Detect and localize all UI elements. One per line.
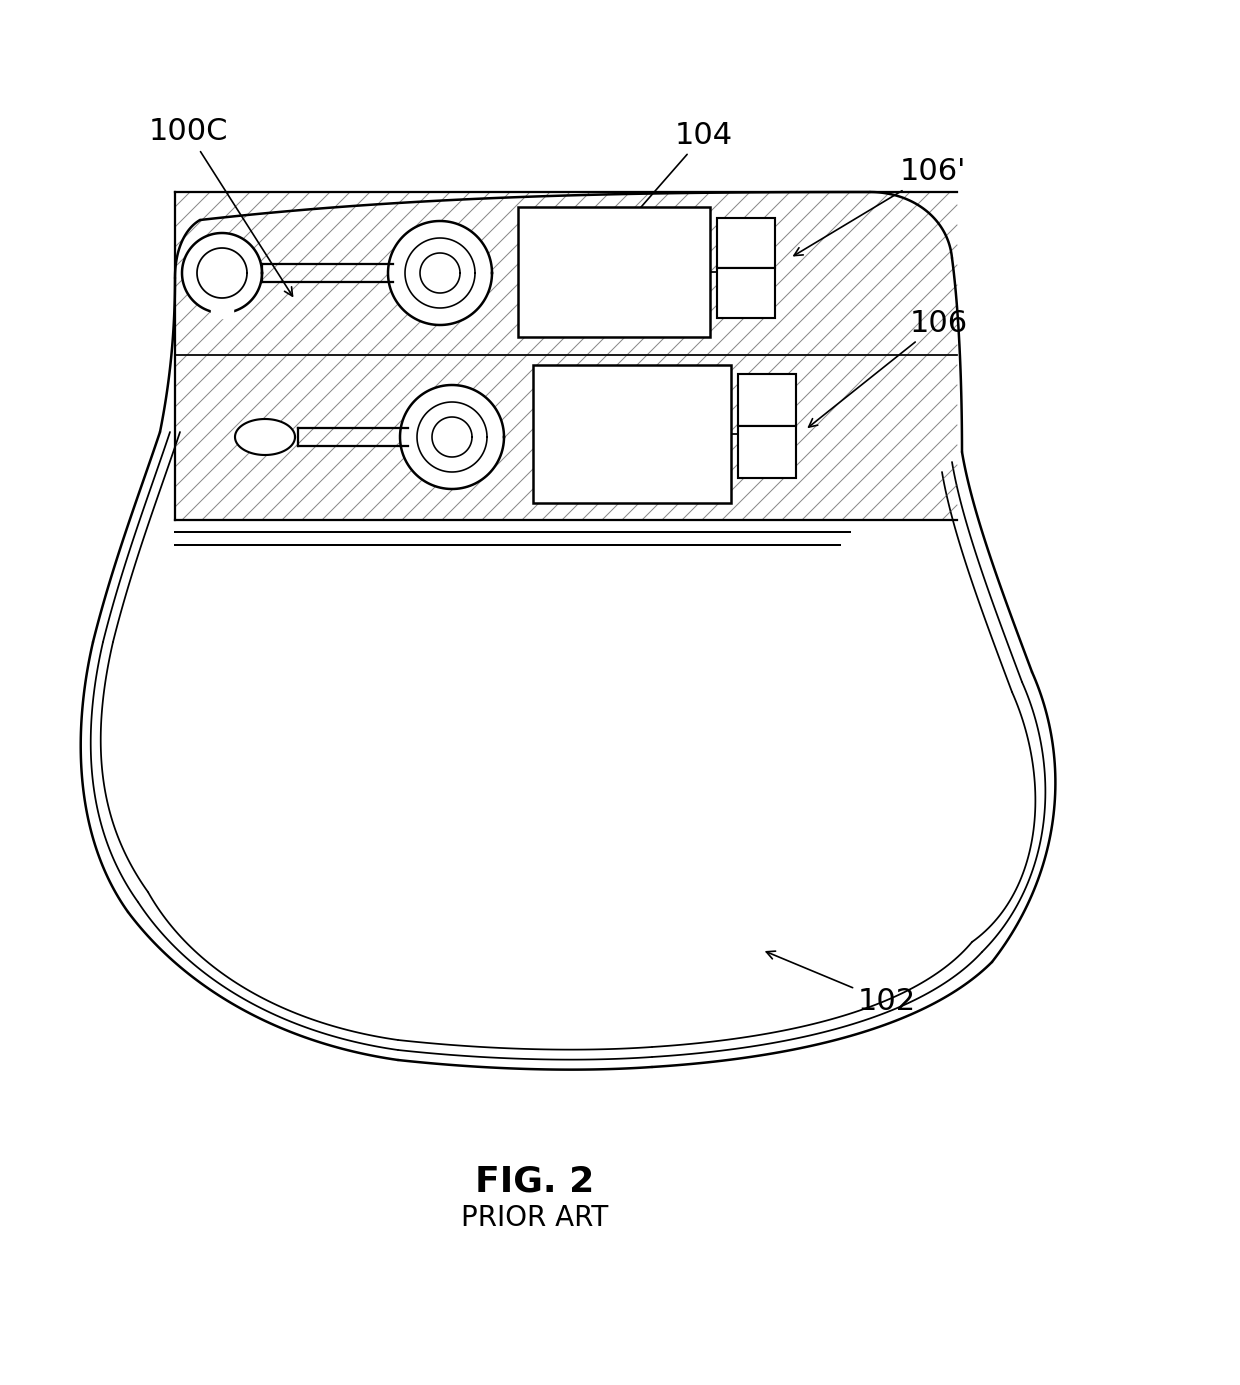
Polygon shape — [432, 417, 472, 457]
Polygon shape — [420, 253, 460, 294]
Text: 104: 104 — [618, 120, 733, 234]
Text: 106': 106' — [794, 158, 966, 256]
Polygon shape — [197, 248, 247, 298]
Polygon shape — [417, 402, 487, 472]
Polygon shape — [401, 385, 503, 489]
Polygon shape — [236, 420, 295, 456]
Bar — [717, 269, 775, 319]
Bar — [738, 427, 796, 478]
Bar — [533, 366, 732, 503]
Polygon shape — [388, 222, 492, 325]
Text: 106: 106 — [808, 309, 968, 427]
Bar — [738, 374, 796, 427]
Bar — [518, 206, 711, 337]
Polygon shape — [405, 238, 475, 307]
Bar — [717, 217, 775, 269]
Text: 102: 102 — [766, 951, 916, 1017]
Text: PRIOR ART: PRIOR ART — [461, 1204, 609, 1233]
Text: 100C: 100C — [149, 118, 293, 296]
Text: FIG. 2: FIG. 2 — [475, 1165, 595, 1199]
Polygon shape — [182, 233, 262, 313]
Bar — [175, 193, 957, 519]
